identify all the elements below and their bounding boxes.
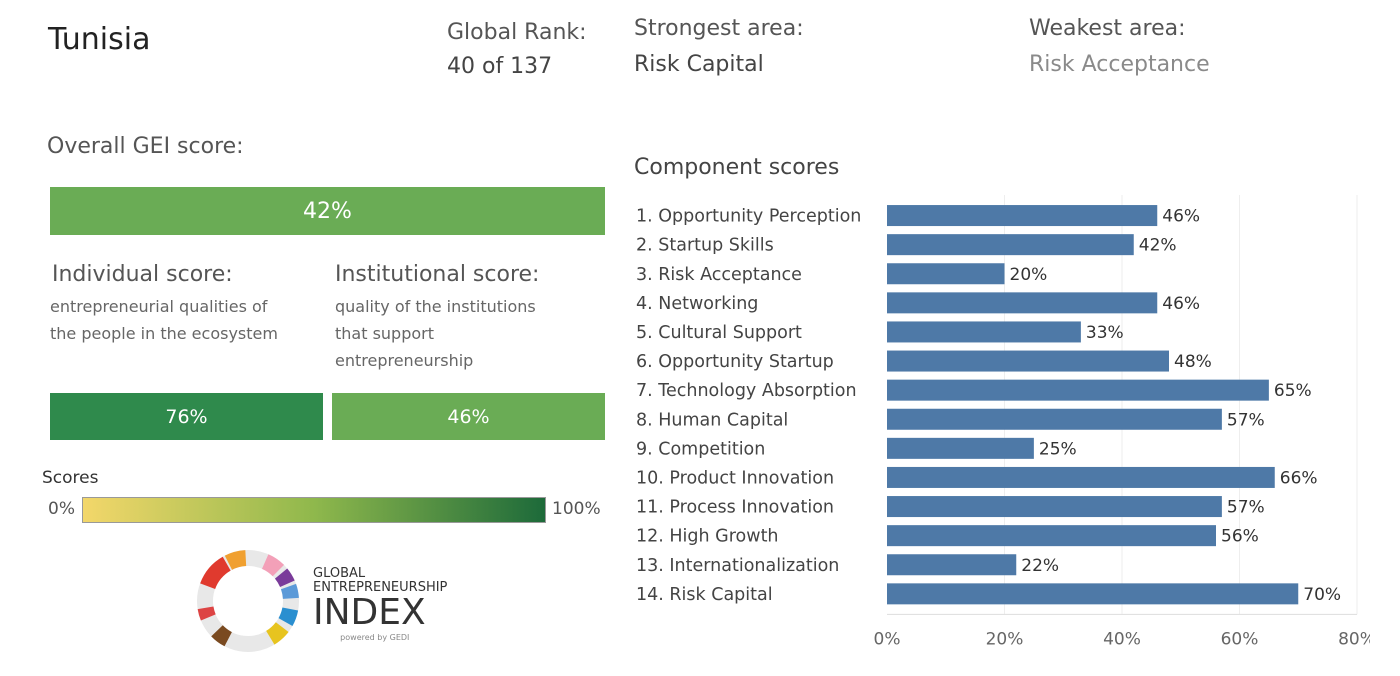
bar-value-label: 33% [1086, 323, 1124, 343]
scores-legend-title: Scores [42, 468, 99, 488]
x-tick-label: 0% [874, 629, 901, 649]
component-bar [887, 234, 1134, 256]
bar-value-label: 66% [1280, 468, 1318, 488]
category-label: 5. Cultural Support [636, 323, 802, 343]
component-bar [887, 437, 1034, 459]
bar-value-label: 42% [1139, 236, 1177, 256]
individual-score-description: entrepreneurial qualities of the people … [50, 293, 278, 347]
gei-logo-line: INDEX [313, 592, 426, 633]
category-label: 13. Internationalization [636, 556, 839, 576]
individual-desc-line: entrepreneurial qualities of [50, 297, 268, 316]
gei-logo-line: ENTREPRENEURSHIP [313, 580, 448, 595]
global-rank-value: 40 of 137 [447, 54, 553, 79]
institutional-desc-line: that support [335, 324, 435, 343]
institutional-score-title: Institutional score: [335, 262, 540, 287]
strongest-area-value: Risk Capital [634, 52, 764, 77]
scores-legend-min: 0% [48, 499, 75, 519]
category-label: 2. Startup Skills [636, 236, 774, 256]
bar-value-label: 22% [1021, 556, 1059, 576]
institutional-score-bar: 46% [332, 393, 605, 440]
institutional-desc-line: quality of the institutions [335, 297, 536, 316]
component-bar [887, 350, 1169, 372]
gei-logo-line: powered by GEDI [340, 633, 410, 642]
scores-legend-max: 100% [552, 499, 601, 519]
category-label: 10. Product Innovation [636, 468, 834, 488]
component-bar [887, 408, 1222, 430]
category-label: 4. Networking [636, 294, 758, 314]
category-label: 11. Process Innovation [636, 498, 834, 518]
component-bar [887, 379, 1269, 401]
category-label: 6. Opportunity Startup [636, 352, 834, 372]
bar-value-label: 20% [1010, 265, 1048, 285]
global-rank-label: Global Rank: [447, 20, 587, 45]
component-bar [887, 554, 1017, 576]
component-bar [887, 263, 1005, 285]
overall-score-value: 42% [303, 198, 352, 224]
component-bar [887, 496, 1222, 518]
bar-value-label: 65% [1274, 381, 1312, 401]
component-bar [887, 292, 1158, 314]
category-label: 14. Risk Capital [636, 585, 773, 605]
x-tick-label: 60% [1221, 629, 1259, 649]
category-label: 12. High Growth [636, 527, 779, 547]
overall-score-label: Overall GEI score: [47, 134, 244, 159]
country-title: Tunisia [48, 22, 151, 57]
institutional-score-value: 46% [447, 405, 490, 428]
bar-value-label: 48% [1174, 352, 1212, 372]
strongest-area-label: Strongest area: [634, 16, 804, 41]
bar-value-label: 46% [1162, 294, 1200, 314]
category-label: 1. Opportunity Perception [636, 207, 861, 227]
individual-score-bar: 76% [50, 393, 323, 440]
institutional-score-description: quality of the institutions that support… [335, 293, 536, 374]
category-label: 7. Technology Absorption [636, 381, 857, 401]
category-label: 3. Risk Acceptance [636, 265, 802, 285]
component-bar [887, 205, 1158, 227]
weakest-area-label: Weakest area: [1029, 16, 1186, 41]
bar-value-label: 25% [1039, 439, 1077, 459]
individual-score-value: 76% [165, 405, 208, 428]
x-tick-label: 80% [1338, 629, 1370, 649]
gei-logo: GLOBAL ENTREPRENEURSHIP INDEX powered by… [193, 545, 463, 657]
bar-value-label: 57% [1227, 410, 1265, 430]
overall-score-bar: 42% [50, 187, 605, 235]
component-bar [887, 525, 1216, 547]
bar-value-label: 70% [1303, 585, 1341, 605]
component-bar [887, 321, 1081, 343]
component-bar [887, 583, 1299, 605]
category-label: 8. Human Capital [636, 410, 788, 430]
component-scores-chart: 0% 20% 40% 60% 80% 1. Opportunity Perception 4… [636, 195, 1370, 649]
bar-value-label: 56% [1221, 527, 1259, 547]
scores-legend-gradient [82, 497, 546, 523]
gei-logo-ring-icon [197, 550, 299, 652]
gei-logo-text: GLOBAL ENTREPRENEURSHIP INDEX powered by… [313, 567, 447, 645]
x-tick-label: 40% [1103, 629, 1141, 649]
individual-score-title: Individual score: [52, 262, 233, 287]
component-bar [887, 466, 1275, 488]
bar-value-label: 57% [1227, 498, 1265, 518]
institutional-desc-line: entrepreneurship [335, 351, 474, 370]
weakest-area-value: Risk Acceptance [1029, 52, 1210, 77]
individual-desc-line: the people in the ecosystem [50, 324, 278, 343]
gei-logo-line: GLOBAL [313, 566, 366, 581]
category-label: 9. Competition [636, 439, 765, 459]
chart-title: Component scores [634, 155, 840, 180]
x-tick-label: 20% [986, 629, 1024, 649]
bar-value-label: 46% [1162, 207, 1200, 227]
